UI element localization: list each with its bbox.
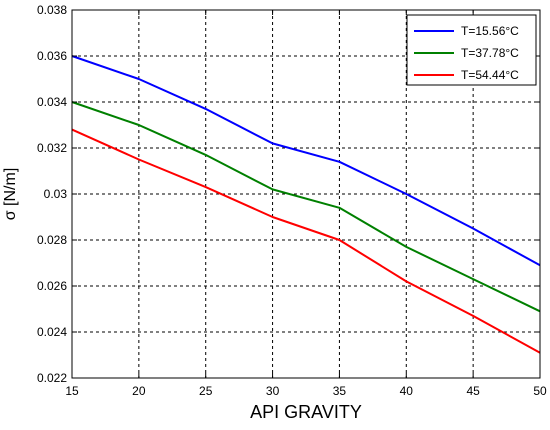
- y-tick-label: 0.028: [37, 233, 67, 247]
- x-tick-label: 30: [266, 384, 280, 398]
- tick-layer: 15 20 25 30 35 40 45 50 0.022 0.024 0.026 0.028 0.03…: [37, 3, 547, 398]
- x-tick-label: 50: [533, 384, 547, 398]
- y-tick-label: 0.026: [37, 279, 67, 293]
- x-tick-label: 35: [333, 384, 347, 398]
- y-tick-label: 0.038: [37, 3, 67, 17]
- y-tick-label: 0.036: [37, 49, 67, 63]
- x-axis-label: API GRAVITY: [250, 402, 362, 422]
- series-layer: [71, 55, 541, 354]
- x-tick-label: 20: [132, 384, 146, 398]
- series-line-1: [71, 55, 541, 267]
- y-tick-label: 0.034: [37, 95, 67, 109]
- y-tick-label: 0.032: [37, 141, 67, 155]
- x-tick-label: 25: [199, 384, 213, 398]
- y-axis-label: σ [N/m]: [2, 168, 19, 221]
- legend-items: T=15.56°C T=37.78°C T=54.44°C: [414, 24, 519, 82]
- series-line-2: [71, 101, 541, 313]
- legend: T=15.56°C T=37.78°C T=54.44°C: [406, 14, 537, 86]
- y-tick-label: 0.022: [37, 371, 67, 385]
- y-tick-label: 0.03: [44, 187, 68, 201]
- legend-label: T=54.44°C: [461, 68, 519, 82]
- x-tick-label: 15: [65, 384, 79, 398]
- y-tick-label: 0.024: [37, 325, 67, 339]
- x-tick-label: 45: [466, 384, 480, 398]
- grid-layer: [72, 10, 540, 378]
- legend-box: [406, 14, 537, 86]
- series-line-3: [71, 128, 541, 354]
- legend-label: T=15.56°C: [461, 24, 519, 38]
- legend-label: T=37.78°C: [461, 46, 519, 60]
- x-tick-label: 40: [400, 384, 414, 398]
